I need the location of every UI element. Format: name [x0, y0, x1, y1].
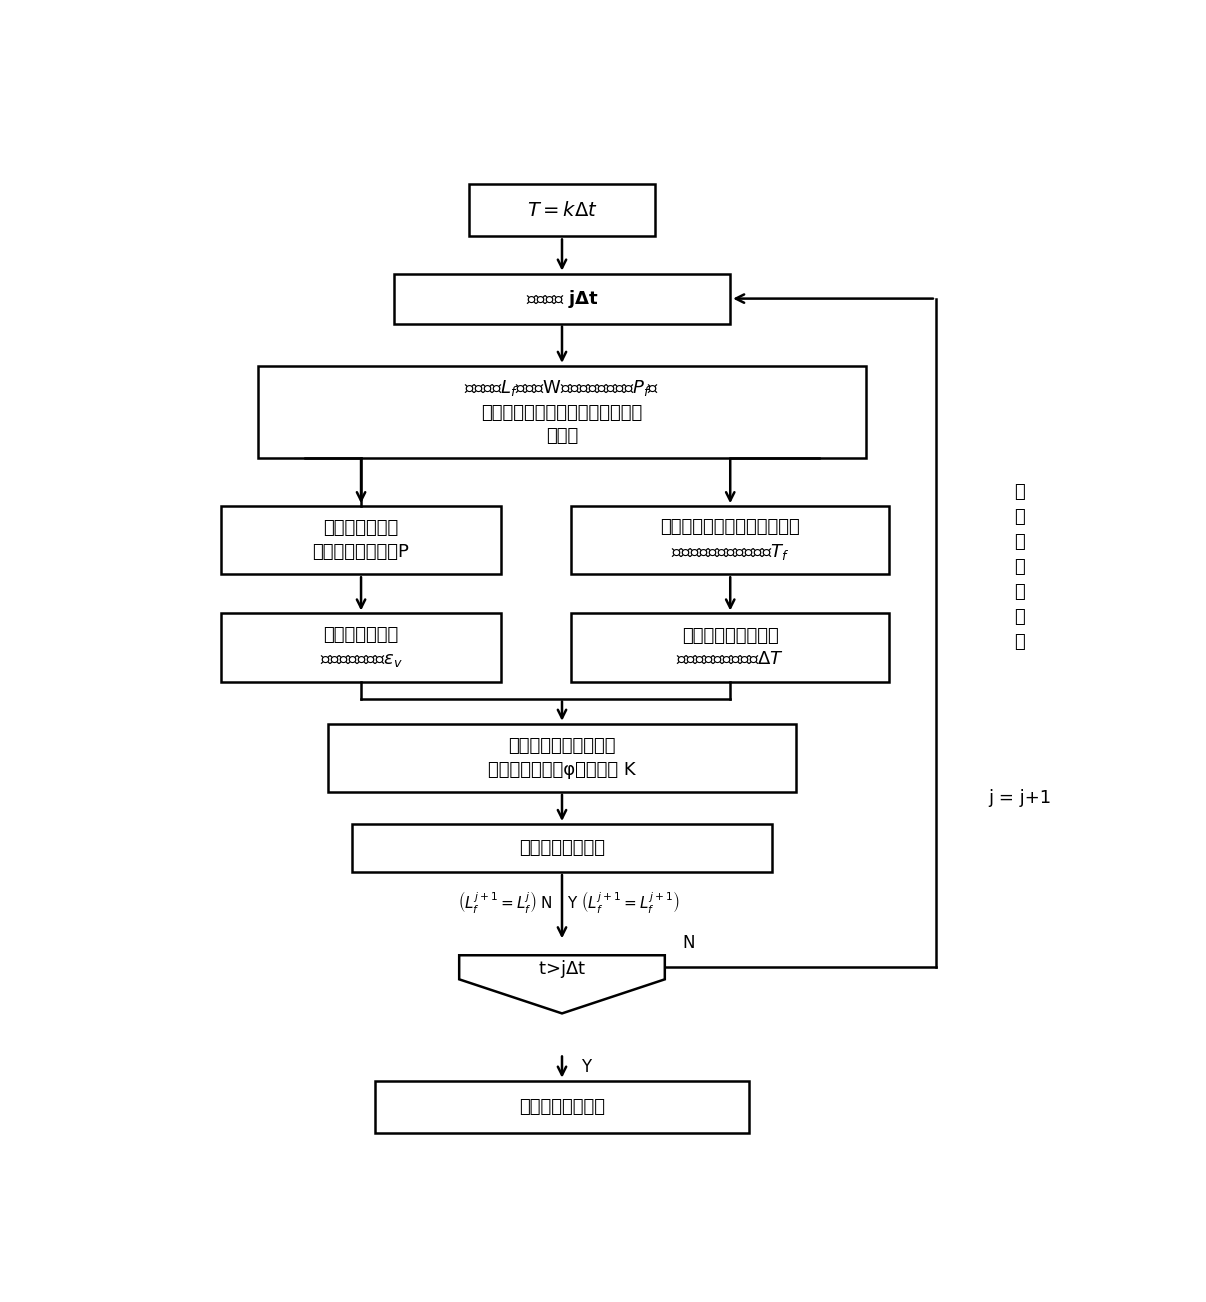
Bar: [258, 366, 866, 458]
Text: N: N: [681, 935, 695, 952]
Bar: [393, 273, 731, 324]
Text: Y $\left(L_f^{j+1}=L_f^{j+1}\right)$: Y $\left(L_f^{j+1}=L_f^{j+1}\right)$: [567, 889, 679, 915]
Text: Y: Y: [581, 1059, 591, 1075]
Text: 计算缝长$L_f$、缝宽W、裂缝中流体压力$P_f$；
把流体压力进行插值计算出储层边
界压力: 计算缝长$L_f$、缝宽W、裂缝中流体压力$P_f$； 把流体压力进行插值计算出…: [464, 379, 660, 445]
Bar: [572, 506, 889, 574]
Bar: [375, 1081, 749, 1133]
Text: j = j+1: j = j+1: [989, 789, 1052, 807]
Text: 通过孔隙压力求
解储层岩石应变$\epsilon_v$: 通过孔隙压力求 解储层岩石应变$\epsilon_v$: [320, 626, 403, 669]
Text: 计算储层中温度分布
求得此时的温度变化$\Delta T$: 计算储层中温度分布 求得此时的温度变化$\Delta T$: [677, 626, 784, 668]
Bar: [221, 613, 502, 681]
Text: 通过渗流方程计
算出储层孔隙压力P: 通过渗流方程计 算出储层孔隙压力P: [312, 519, 410, 561]
Text: 判断裂缝是否扩展: 判断裂缝是否扩展: [519, 838, 605, 857]
Bar: [328, 724, 796, 792]
Bar: [572, 613, 889, 681]
Text: $\left(L_f^{j+1}=L_f^j\right)$ N: $\left(L_f^{j+1}=L_f^j\right)$ N: [458, 889, 552, 915]
Bar: [352, 824, 772, 872]
Text: 利用三场耦合模型计算
下一时刻孔隙度φ、渗透率 K: 利用三场耦合模型计算 下一时刻孔隙度φ、渗透率 K: [488, 737, 636, 779]
Text: 进
行
下
一
步
计
算: 进 行 下 一 步 计 算: [1014, 483, 1025, 651]
Polygon shape: [459, 956, 665, 1013]
Text: t>j$\Delta$t: t>j$\Delta$t: [538, 958, 586, 980]
Text: $T = k\Delta t$: $T = k\Delta t$: [527, 201, 597, 220]
Bar: [221, 506, 502, 574]
Text: 输出所有结果参数: 输出所有结果参数: [519, 1098, 605, 1116]
Text: 计算出此时刻裂缝中流体温度
用作求解储层温度场边界$T_f$: 计算出此时刻裂缝中流体温度 用作求解储层温度场边界$T_f$: [661, 518, 800, 562]
Bar: [468, 185, 656, 237]
Text: 取时刻点 $\mathbf{j\Delta t}$: 取时刻点 $\mathbf{j\Delta t}$: [526, 288, 598, 310]
